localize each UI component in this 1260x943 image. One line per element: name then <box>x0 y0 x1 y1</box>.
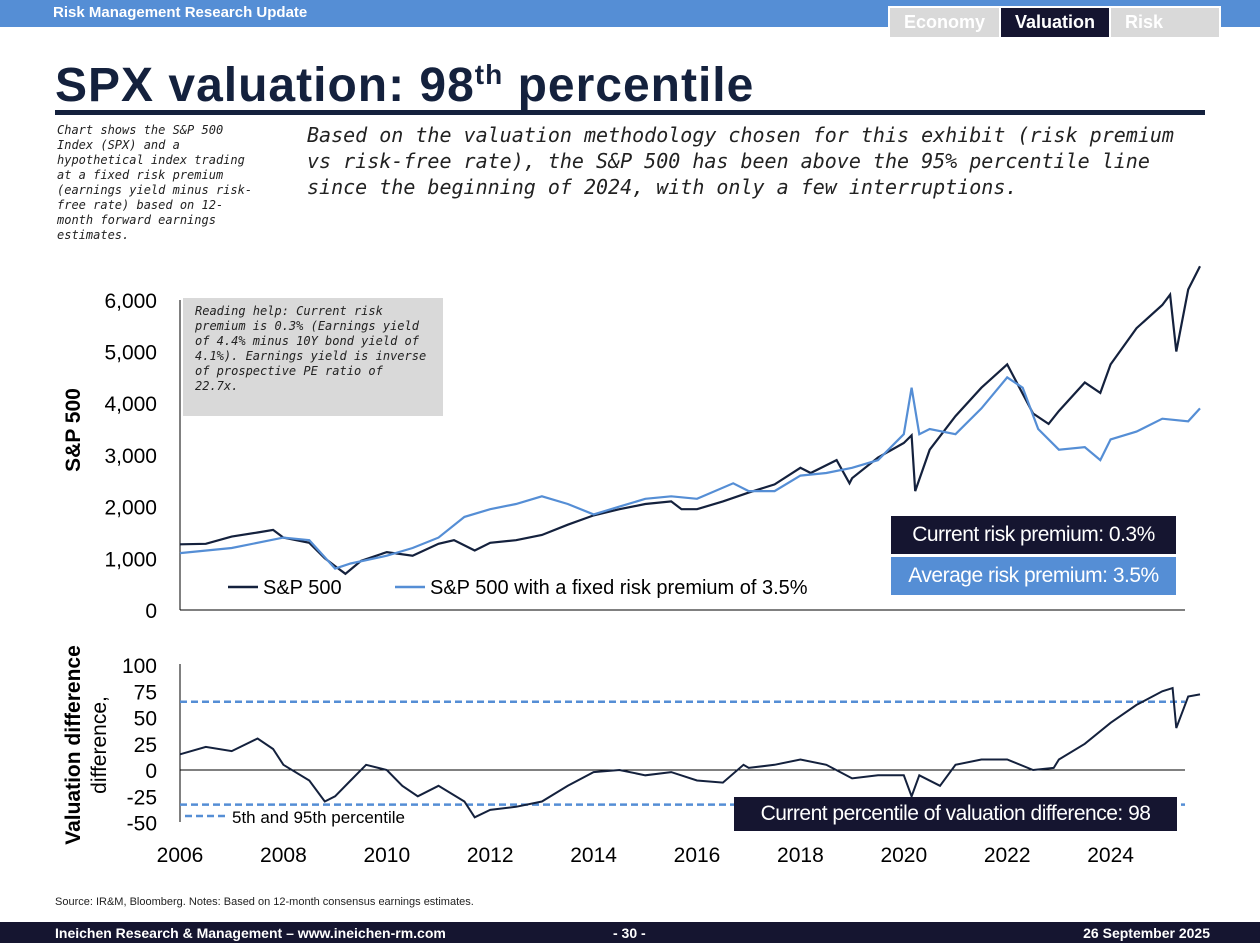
bottom-y-tick: 100 <box>122 655 157 678</box>
chart: 0 1,000 2,000 3,000 4,000 5,000 6,000 S&P 500 Re… <box>62 265 1201 867</box>
footer-page: - 30 - <box>613 925 646 941</box>
bottom-y-tick: 25 <box>134 734 157 757</box>
footer-left: Ineichen Research & Management – www.ine… <box>55 925 446 941</box>
average-risk-premium-box: Average risk premium: 3.5% <box>891 557 1176 595</box>
tab-risk[interactable]: Risk <box>1111 8 1220 37</box>
x-tick: 2006 <box>157 844 204 867</box>
side-note: Chart shows the S&P 500 Index (SPX) and … <box>57 123 253 242</box>
legend-label: S&P 500 <box>263 577 342 599</box>
x-tick: 2016 <box>674 844 721 867</box>
bottom-y-tick: 75 <box>134 681 157 704</box>
top-y-tick: 0 <box>145 600 157 623</box>
top-y-tick: 2,000 <box>104 497 157 520</box>
legend-label: S&P 500 with a fixed risk premium of 3.5… <box>430 577 808 599</box>
x-tick: 2018 <box>777 844 824 867</box>
title-rule <box>55 110 1205 115</box>
page-title: SPX valuation: 98th percentile <box>55 58 754 113</box>
tab-valuation[interactable]: Valuation <box>1001 8 1110 37</box>
lead-text: Based on the valuation methodology chose… <box>307 123 1174 199</box>
top-y-tick: 1,000 <box>104 548 157 571</box>
x-tick: 2020 <box>880 844 927 867</box>
title-tail: percentile <box>503 59 755 112</box>
top-y-tick: 6,000 <box>104 290 157 313</box>
x-tick: 2022 <box>984 844 1031 867</box>
current-risk-premium-box: Current risk premium: 0.3% <box>891 516 1176 554</box>
tab-economy[interactable]: Economy <box>890 8 1000 37</box>
footer-date: 26 September 2025 <box>1083 925 1210 941</box>
x-tick: 2024 <box>1087 844 1134 867</box>
series-line-valuation-difference <box>179 686 1201 819</box>
report-title: Risk Management Research Update <box>53 4 308 21</box>
top-y-tick: 3,000 <box>104 445 157 468</box>
x-tick: 2012 <box>467 844 514 867</box>
bottom-y-label: Valuation difference <box>62 645 85 845</box>
section-tabs: Economy Valuation Risk <box>888 6 1222 39</box>
top-y-tick: 4,000 <box>104 393 157 416</box>
bottom-y-tick: 0 <box>145 760 157 783</box>
series-line-spx <box>179 265 1201 576</box>
series-line-fixed-premium <box>179 375 1201 570</box>
current-percentile-box: Current percentile of valuation differen… <box>734 797 1177 831</box>
title-sup: th <box>474 59 504 90</box>
bottom-y-label-unit: difference, <box>88 696 111 794</box>
title-main: SPX valuation: 98 <box>55 59 475 112</box>
reading-help-box: Reading help: Current risk premium is 0.… <box>183 298 443 416</box>
bottom-y-tick: 50 <box>134 708 157 731</box>
top-y-tick: 5,000 <box>104 342 157 365</box>
legend-label-percentile: 5th and 95th percentile <box>232 808 405 827</box>
x-tick: 2014 <box>570 844 617 867</box>
bottom-y-tick: -25 <box>127 786 157 809</box>
footer: Ineichen Research & Management – www.ine… <box>0 922 1260 943</box>
x-tick: 2010 <box>363 844 410 867</box>
bottom-y-tick: -50 <box>127 813 157 836</box>
top-y-label: S&P 500 <box>62 388 85 472</box>
x-tick: 2008 <box>260 844 307 867</box>
source-note: Source: IR&M, Bloomberg. Notes: Based on… <box>55 896 474 908</box>
